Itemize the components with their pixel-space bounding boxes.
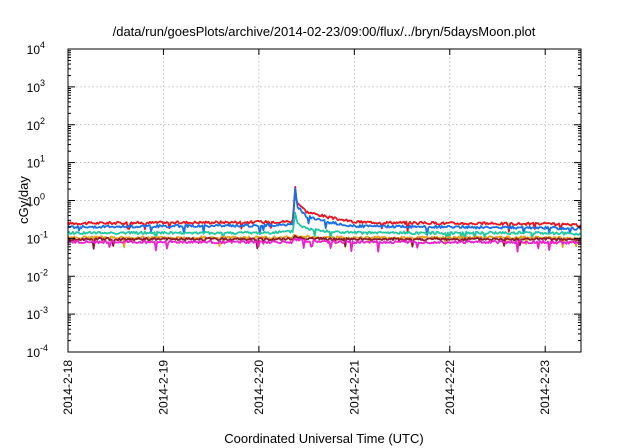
- y-tick-label: 10: [27, 119, 41, 133]
- y-tick-exponent: 4: [40, 40, 45, 50]
- x-tick-label: 2014-2-20: [252, 360, 266, 415]
- y-tick-exponent: -1: [40, 229, 48, 239]
- x-axis: 2014-2-18 2014-2-19 2014-2-20 2014-2-21 2014…: [61, 49, 552, 415]
- y-tick-label: 10: [27, 195, 41, 209]
- series-line-2: [67, 187, 582, 236]
- series-line-1: [67, 186, 582, 233]
- series-line-3: [67, 211, 582, 243]
- y-tick-exponent: -4: [40, 343, 48, 353]
- y-tick-exponent: 0: [40, 192, 45, 202]
- y-tick-label: 10: [27, 157, 41, 171]
- y-axis-label: cGy/day: [16, 176, 31, 224]
- y-tick-label: 10: [27, 270, 41, 284]
- grid: [67, 49, 581, 352]
- x-tick-label: 2014-2-19: [156, 360, 170, 415]
- y-tick-label: 10: [27, 81, 41, 95]
- series-group: [67, 186, 582, 253]
- y-tick-exponent: 3: [40, 78, 45, 88]
- series-line-5: [67, 234, 582, 250]
- x-tick-label: 2014-2-18: [61, 360, 75, 415]
- y-tick-label: 10: [27, 232, 41, 246]
- y-tick-label: 10: [27, 43, 41, 57]
- x-tick-label: 2014-2-22: [443, 360, 457, 415]
- series-line-6: [67, 237, 582, 253]
- y-tick-label: 10: [27, 346, 41, 360]
- y-tick-exponent: -2: [40, 267, 48, 277]
- x-axis-label: Coordinated Universal Time (UTC): [224, 431, 423, 446]
- chart-title: /data/run/goesPlots/archive/2014-02-23/0…: [113, 24, 536, 39]
- y-tick-exponent: 1: [40, 154, 45, 164]
- y-tick-label: 10: [27, 308, 41, 322]
- x-tick-label: 2014-2-23: [538, 360, 552, 415]
- x-tick-label: 2014-2-21: [347, 360, 361, 415]
- y-tick-exponent: -3: [40, 305, 48, 315]
- y-tick-exponent: 2: [40, 116, 45, 126]
